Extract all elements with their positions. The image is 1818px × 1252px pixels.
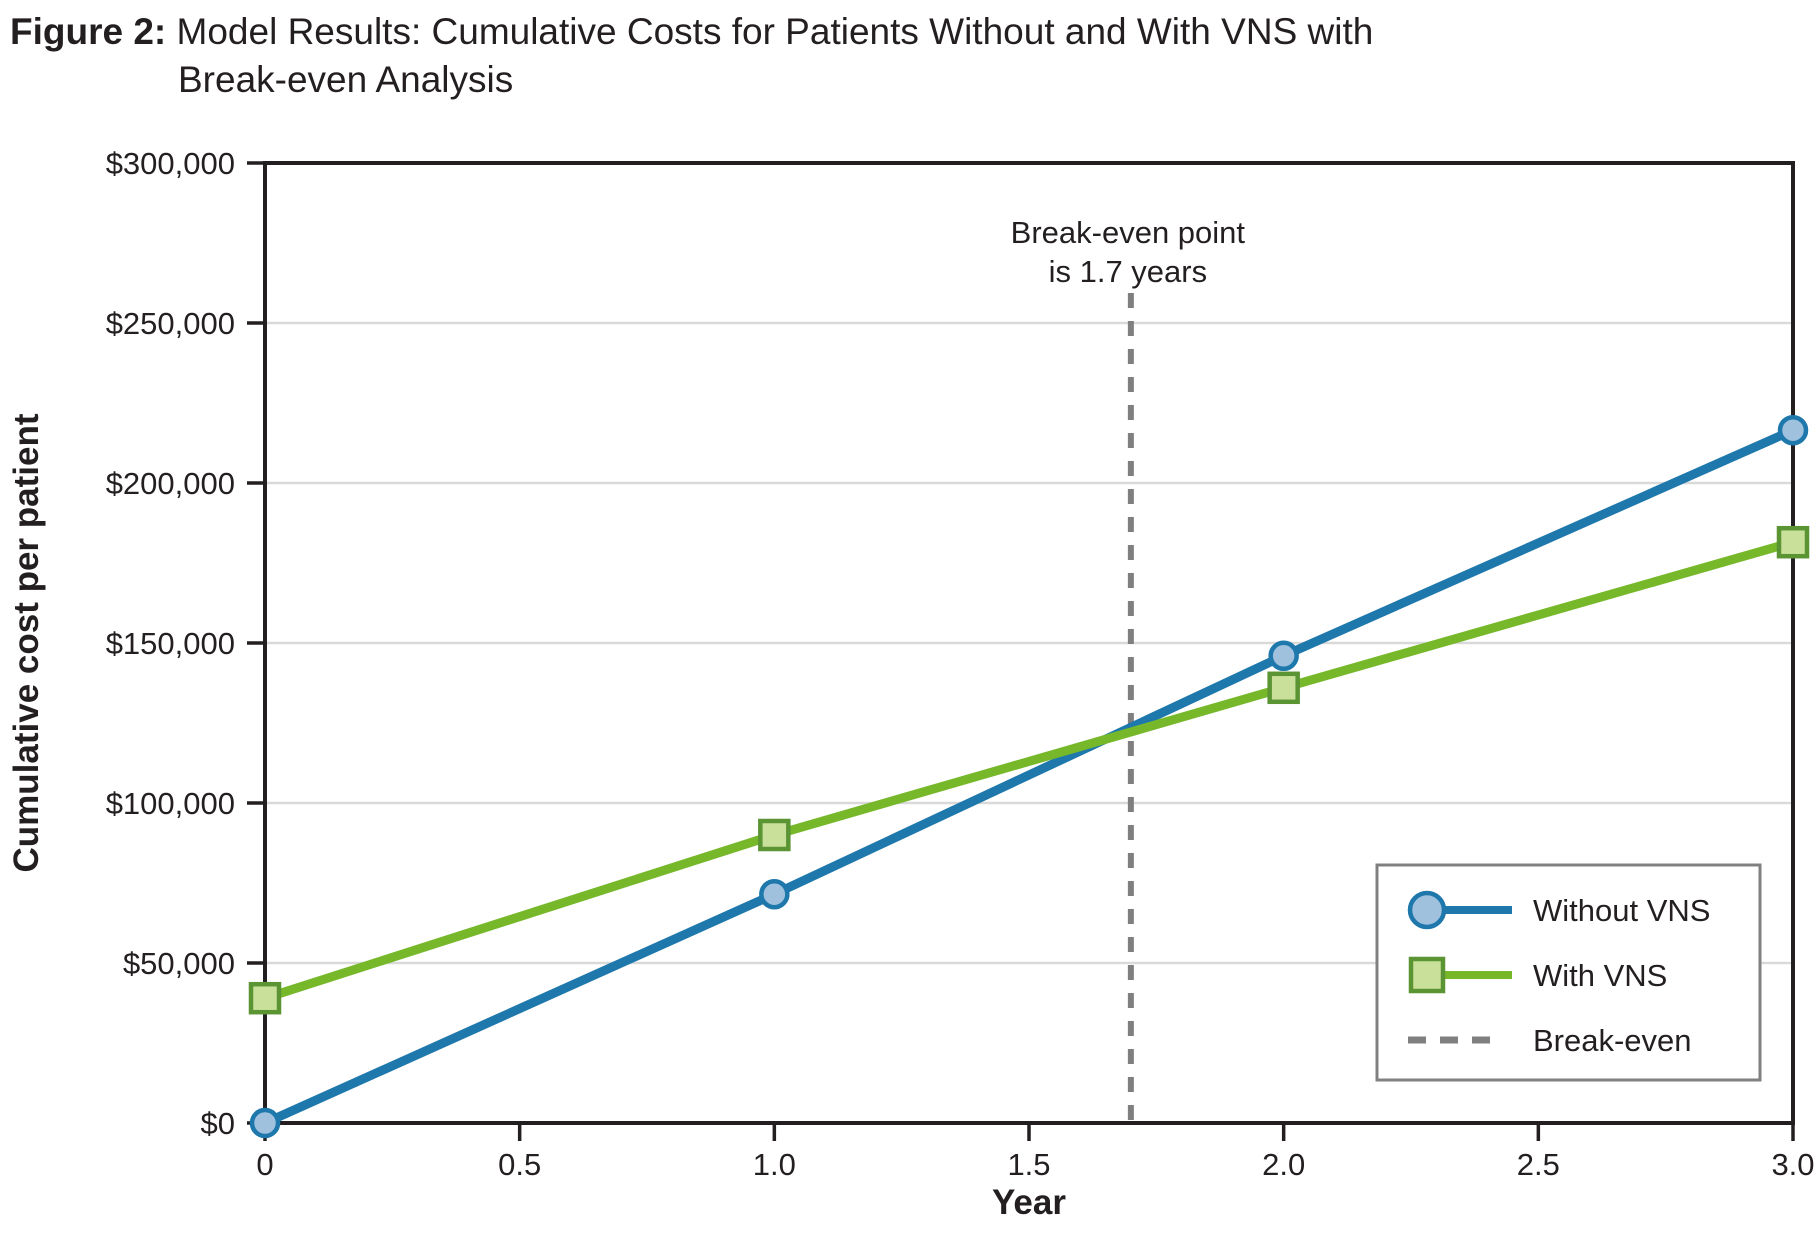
y-tick-label: $200,000 — [106, 466, 235, 501]
figure-title-line2: Break-even Analysis — [178, 59, 514, 100]
data-point-marker — [1268, 640, 1299, 672]
y-tick-label: $0 — [201, 1106, 235, 1141]
legend-marker-square — [1408, 956, 1446, 994]
figure-title-text: Model Results: Cumulative Costs for Pati… — [166, 11, 1374, 52]
y-tick-label: $100,000 — [106, 786, 235, 821]
legend-marker-circle — [1407, 890, 1447, 930]
break-even-annotation-line1: Break-even point — [1011, 215, 1246, 250]
legend-label: Break-even — [1533, 1023, 1692, 1058]
y-tick-label: $300,000 — [106, 146, 235, 181]
legend-label: With VNS — [1533, 958, 1667, 993]
x-tick-label: 3.0 — [1771, 1147, 1814, 1182]
break-even-annotation-line2: is 1.7 years — [1049, 254, 1208, 289]
x-tick-label: 0.5 — [498, 1147, 541, 1182]
figure-title-line1: Figure 2: Model Results: Cumulative Cost… — [10, 8, 1373, 56]
x-tick-label: 1.5 — [1007, 1147, 1050, 1182]
x-tick-label: 2.5 — [1517, 1147, 1560, 1182]
data-point-marker — [759, 878, 790, 910]
y-tick-label: $150,000 — [106, 626, 235, 661]
data-point-marker — [248, 981, 282, 1015]
data-point-marker — [758, 818, 791, 852]
y-tick-label: $250,000 — [106, 306, 235, 341]
x-tick-label: 0 — [256, 1147, 273, 1182]
data-point-marker — [1777, 414, 1809, 446]
y-tick-label: $50,000 — [123, 946, 235, 981]
y-axis-title: Cumulative cost per patient — [7, 413, 46, 872]
figure-label: Figure 2: — [10, 11, 167, 52]
data-point-marker — [1267, 671, 1300, 705]
figure-title: Figure 2: Model Results: Cumulative Cost… — [10, 8, 1373, 104]
x-tick-label: 1.0 — [753, 1147, 796, 1182]
data-point-marker — [249, 1107, 281, 1139]
x-axis-title: Year — [992, 1183, 1066, 1222]
data-point-marker — [1776, 525, 1810, 559]
series-line-with-vns — [260, 537, 1798, 1003]
legend-label: Without VNS — [1533, 893, 1710, 928]
series-line-without-vns — [260, 425, 1798, 1128]
x-tick-label: 2.0 — [1262, 1147, 1305, 1182]
